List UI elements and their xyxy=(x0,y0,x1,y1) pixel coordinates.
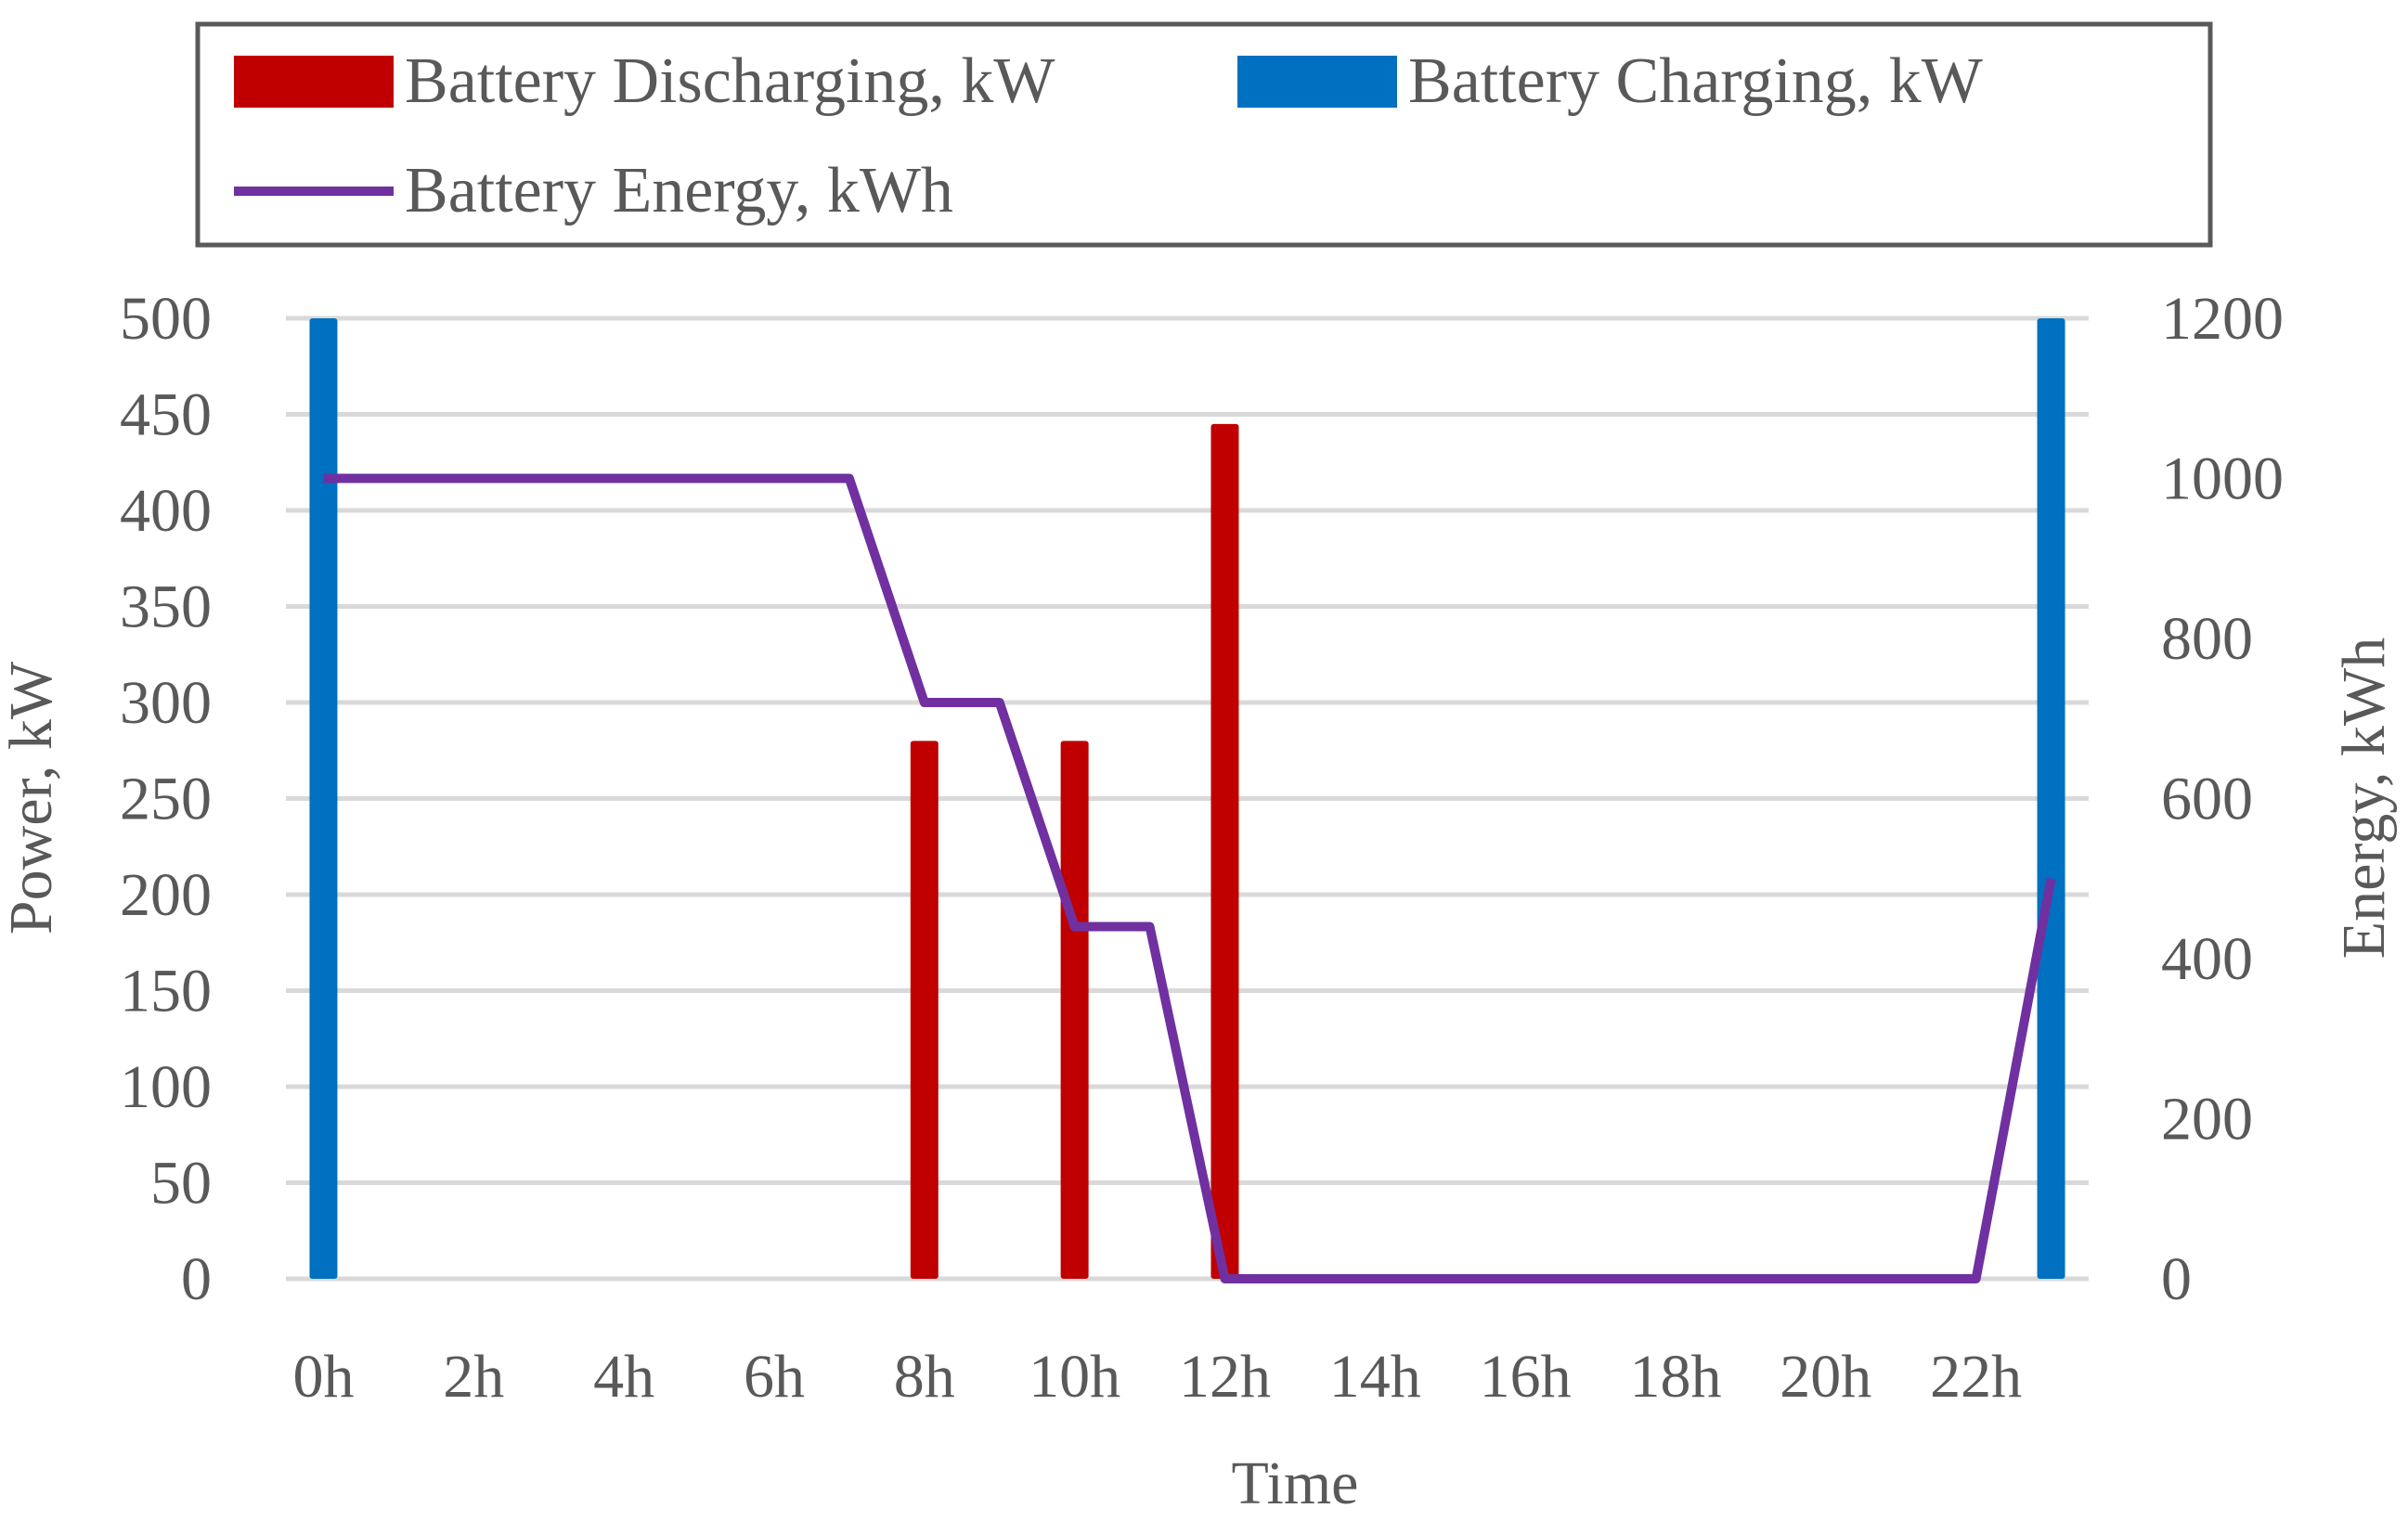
energy-line-path xyxy=(323,473,2056,1283)
x-tick-label: 10h xyxy=(1029,1343,1120,1411)
legend: Battery Discharging, kW Battery Charging… xyxy=(195,21,2213,248)
legend-label-discharging: Battery Discharging, kW xyxy=(405,45,1055,117)
y-tick-label: 150 xyxy=(120,958,212,1025)
y-tick-label: 450 xyxy=(120,381,212,449)
right-axis-ticks: 0 200 400 600 800 1000 1200 xyxy=(2161,285,2284,1313)
legend-swatch-charging xyxy=(1237,56,1397,108)
x-tick-label: 22h xyxy=(1930,1343,2022,1411)
y-tick-label: 200 xyxy=(120,861,212,929)
x-tick-label: 4h xyxy=(593,1343,654,1411)
charging-bar xyxy=(309,318,338,1279)
y-tick-label: 100 xyxy=(120,1053,212,1121)
x-tick-label: 2h xyxy=(443,1343,504,1411)
x-axis-ticks: 0h 2h 4h 6h 8h 10h 12h 14h 16h 18h 20h 22h xyxy=(292,1343,2022,1411)
legend-swatch-discharging xyxy=(234,56,394,108)
y-tick-label: 500 xyxy=(120,285,212,353)
y2-tick-label: 1000 xyxy=(2161,445,2284,513)
x-tick-label: 16h xyxy=(1480,1343,1572,1411)
y-tick-label: 400 xyxy=(120,477,212,545)
y2-tick-label: 800 xyxy=(2161,605,2253,673)
x-tick-label: 20h xyxy=(1780,1343,1871,1411)
discharging-bar xyxy=(1210,423,1239,1280)
y2-tick-label: 600 xyxy=(2161,766,2253,833)
y2-tick-label: 400 xyxy=(2161,925,2253,993)
y-tick-label: 300 xyxy=(120,669,212,737)
y2-tick-label: 1200 xyxy=(2161,285,2284,353)
x-tick-label: 0h xyxy=(292,1343,354,1411)
y-tick-label: 0 xyxy=(181,1245,212,1313)
y2-tick-label: 0 xyxy=(2161,1245,2192,1313)
legend-label-energy: Battery Energy, kWh xyxy=(405,155,953,226)
bars xyxy=(309,318,2065,1280)
discharging-bar xyxy=(910,741,939,1279)
discharging-bar xyxy=(1060,741,1089,1279)
y2-tick-label: 200 xyxy=(2161,1086,2253,1154)
x-tick-label: 6h xyxy=(744,1343,805,1411)
x-axis-title: Time xyxy=(1232,1450,1359,1517)
x-tick-label: 8h xyxy=(894,1343,955,1411)
x-tick-label: 14h xyxy=(1329,1343,1421,1411)
legend-label-charging: Battery Charging, kW xyxy=(1408,45,1983,117)
legend-box xyxy=(195,21,2213,248)
gridlines xyxy=(286,316,2089,1282)
x-tick-label: 12h xyxy=(1179,1343,1271,1411)
y-tick-label: 250 xyxy=(120,766,212,833)
y2-axis-title: Energy, kWh xyxy=(2330,638,2398,959)
left-axis-ticks: 0 50 100 150 200 250 300 350 400 450 500 xyxy=(120,285,212,1313)
x-tick-label: 18h xyxy=(1629,1343,1721,1411)
energy-line xyxy=(323,473,2056,1283)
y-tick-label: 50 xyxy=(150,1150,212,1218)
charging-bar xyxy=(2037,318,2065,1279)
y-axis-title: Power, kW xyxy=(0,661,65,935)
y-tick-label: 350 xyxy=(120,574,212,641)
